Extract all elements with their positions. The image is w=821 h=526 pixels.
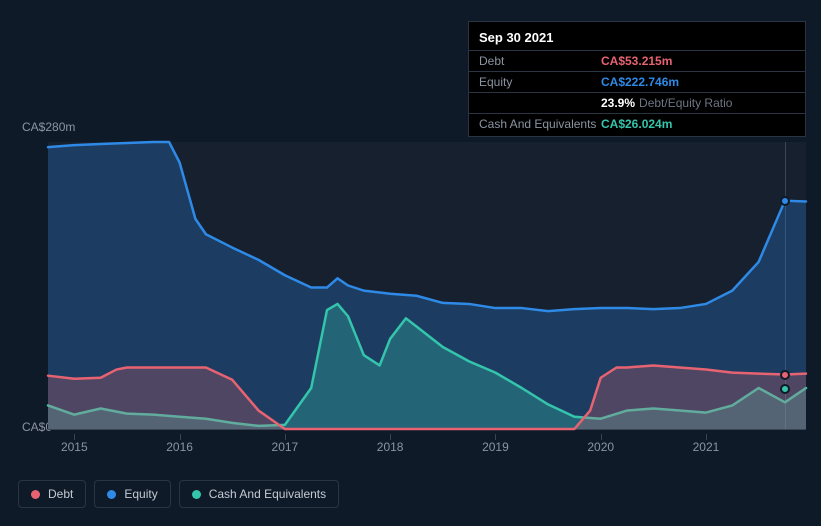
tooltip-row-value: CA$53.215m	[601, 54, 672, 68]
legend-label: Equity	[124, 487, 157, 501]
marker-debt	[780, 370, 790, 380]
tooltip-panel: Sep 30 2021 DebtCA$53.215mEquityCA$222.7…	[468, 21, 806, 137]
chart: CA$280m CA$0 201520162017201820192020202…	[18, 120, 806, 470]
tooltip-row: DebtCA$53.215m	[469, 50, 805, 71]
legend-dot-icon	[31, 490, 40, 499]
tooltip-row-label: Debt	[479, 54, 601, 68]
tooltip-date: Sep 30 2021	[469, 28, 805, 50]
legend-item-cash-and-equivalents[interactable]: Cash And Equivalents	[179, 480, 339, 508]
x-label: 2020	[587, 440, 614, 454]
y-label-max: CA$280m	[22, 120, 75, 134]
legend-dot-icon	[192, 490, 201, 499]
tooltip-row: EquityCA$222.746m	[469, 71, 805, 92]
marker-equity	[780, 196, 790, 206]
legend-label: Debt	[48, 487, 73, 501]
x-label: 2015	[61, 440, 88, 454]
tooltip-row: 23.9% Debt/Equity Ratio	[469, 92, 805, 113]
marker-cash-and-equivalents	[780, 384, 790, 394]
tooltip-row-value: CA$222.746m	[601, 75, 679, 89]
x-label: 2018	[377, 440, 404, 454]
series-debt	[48, 142, 806, 429]
tooltip-row-label: Cash And Equivalents	[479, 117, 601, 131]
x-label: 2017	[272, 440, 299, 454]
legend-item-debt[interactable]: Debt	[18, 480, 86, 508]
tooltip-row-suffix: Debt/Equity Ratio	[639, 96, 732, 110]
tooltip-row-value: 23.9%	[601, 96, 635, 110]
legend: Debt Equity Cash And Equivalents	[18, 480, 339, 508]
x-label: 2016	[166, 440, 193, 454]
legend-label: Cash And Equivalents	[209, 487, 326, 501]
legend-dot-icon	[107, 490, 116, 499]
tooltip-row-value: CA$26.024m	[601, 117, 672, 131]
x-label: 2021	[693, 440, 720, 454]
x-axis: 2015 2016 2017 2018 2019 2020 2021	[48, 440, 806, 460]
tooltip-row-label: Equity	[479, 75, 601, 89]
tooltip-row: Cash And EquivalentsCA$26.024m	[469, 113, 805, 134]
plot-area[interactable]	[48, 142, 806, 430]
legend-item-equity[interactable]: Equity	[94, 480, 170, 508]
x-label: 2019	[482, 440, 509, 454]
